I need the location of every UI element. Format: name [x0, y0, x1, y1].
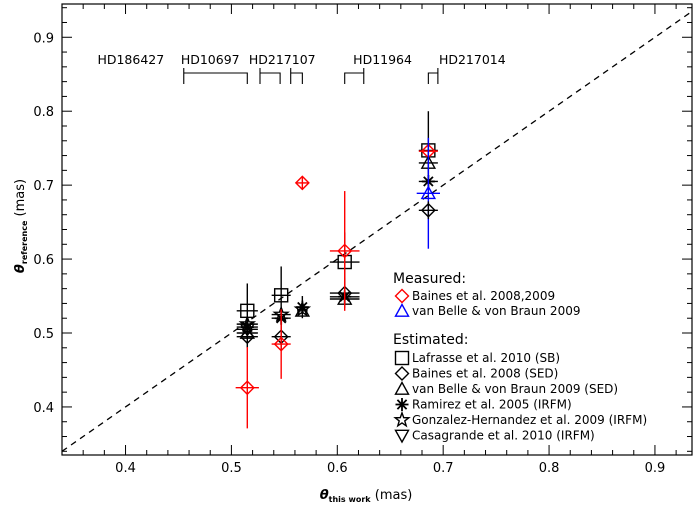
y-tick-label: 0.9: [33, 31, 54, 46]
legend-triangle-marker: [394, 381, 410, 395]
y-axis-title-symbol: θ: [13, 264, 28, 273]
diamond-marker: [239, 380, 255, 396]
data-point: [416, 137, 440, 249]
y-tick-label: 0.5: [33, 327, 54, 342]
data-point: [271, 309, 291, 379]
y-tick-label: 0.7: [33, 179, 54, 194]
data-point: [418, 201, 438, 220]
y-tick-label: 0.6: [33, 253, 54, 268]
one-to-one-line: [61, 10, 693, 452]
data-point: [294, 175, 310, 191]
legend-diamond-marker: [394, 366, 410, 381]
star-name-label: HD10697: [181, 52, 240, 67]
data-point: [236, 325, 258, 348]
x-tick-label: 0.8: [539, 461, 560, 476]
legend-measured-entry: van Belle & von Braun 2009: [412, 304, 580, 318]
y-axis-title: θreference (mas): [13, 179, 29, 273]
star-bracket: [259, 68, 281, 84]
x-tick-label: 0.5: [221, 461, 242, 476]
x-axis-title-unit: (mas): [371, 488, 413, 503]
diamond-marker: [420, 202, 436, 218]
x-tick-label: 0.7: [433, 461, 454, 476]
data-point: [235, 347, 259, 429]
triangle-marker: [420, 185, 437, 200]
asterisk-marker: [295, 300, 309, 314]
star-bracket: [344, 68, 365, 84]
legend-estimated-title: Estimated:: [393, 332, 468, 348]
y-axis-title-unit: (mas): [13, 179, 28, 221]
legend-estimated-entry: Lafrasse et al. 2010 (SB): [412, 351, 560, 365]
triangle-marker: [294, 302, 311, 317]
square-marker: [273, 288, 289, 303]
data-point: [329, 191, 360, 311]
legend-estimated-entry: Casagrande et al. 2010 (IRFM): [412, 429, 595, 443]
x-tick-label: 0.6: [327, 461, 348, 476]
star-name-label: HD217014: [439, 52, 506, 67]
star-bracket: [183, 68, 248, 84]
legend-diamond-marker: [394, 288, 410, 304]
legend-square-marker: [394, 350, 410, 366]
x-tick-label: 0.9: [645, 461, 666, 476]
legend-estimated-entry: Ramirez et al. 2005 (IRFM): [412, 398, 572, 412]
diamond-marker: [239, 329, 255, 345]
star-bracket: [427, 68, 439, 84]
y-tick-label: 0.4: [33, 401, 54, 416]
legend-measured-entry: Baines et al. 2008,2009: [412, 289, 555, 303]
y-axis-title-subscript: reference: [20, 220, 29, 264]
legend-estimated-entry: Baines et al. 2008 (SED): [412, 367, 558, 381]
legend-asterisk-marker: [395, 398, 409, 411]
star-name-label: HD11964: [353, 52, 412, 67]
star-name-label: HD217107: [249, 52, 316, 67]
y-tick-label: 0.8: [33, 105, 54, 120]
diamond-marker: [273, 336, 289, 352]
diamond-marker: [294, 175, 310, 191]
x-axis-title: θthis work (mas): [320, 488, 413, 504]
star-marker: [293, 300, 312, 317]
x-tick-label: 0.4: [115, 461, 136, 476]
legend-estimated-entry: van Belle & von Braun 2009 (SED): [412, 382, 618, 396]
legend-triangle-marker: [394, 303, 410, 317]
diamond-marker: [337, 243, 353, 259]
data-point: [294, 302, 311, 317]
star-bracket: [290, 68, 303, 84]
legend-star-marker: [393, 410, 411, 428]
legend-estimated-entry: Gonzalez-Hernandez et al. 2009 (IRFM): [412, 413, 647, 427]
legend-measured-title: Measured:: [393, 271, 466, 287]
star-name-label: HD186427: [97, 52, 164, 67]
x-axis-title-subscript: this work: [329, 495, 372, 504]
x-axis-title-symbol: θ: [320, 488, 329, 503]
plot-frame: [61, 3, 693, 456]
triangle-down-marker: [239, 323, 255, 338]
legend-triangle-down-marker: [394, 429, 410, 444]
